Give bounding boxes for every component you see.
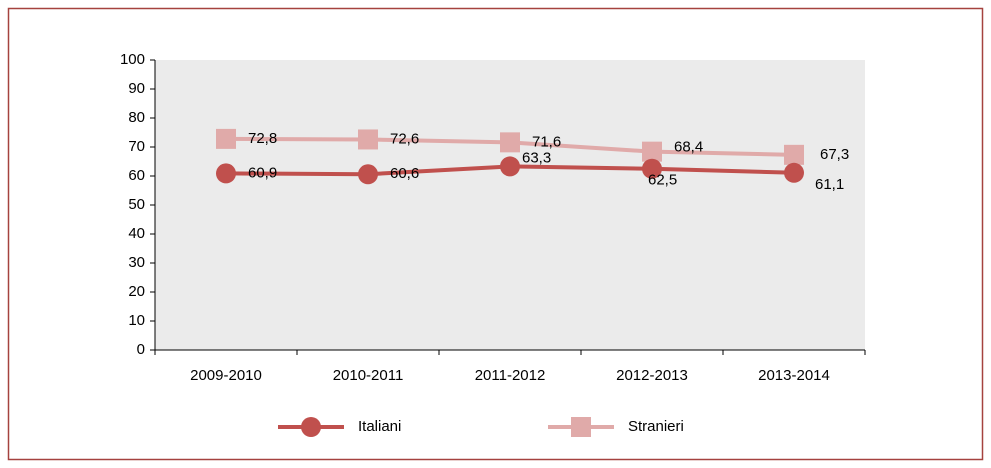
x-tick-label: 2009-2010 — [190, 367, 262, 384]
data-label: 60,6 — [390, 165, 419, 182]
y-tick-label: 20 — [128, 283, 145, 300]
data-label: 72,8 — [248, 130, 277, 147]
y-tick-label: 0 — [137, 341, 145, 358]
y-tick-label: 50 — [128, 196, 145, 213]
point — [216, 163, 236, 184]
data-label: 61,1 — [815, 176, 844, 193]
point — [642, 158, 662, 179]
y-tick-label: 80 — [128, 109, 145, 126]
y-tick-label: 100 — [120, 51, 145, 68]
y-tick-label: 70 — [128, 138, 145, 155]
data-label: 63,3 — [522, 149, 551, 166]
x-tick-label: 2013-2014 — [758, 367, 830, 384]
legend-label: Stranieri — [628, 418, 684, 435]
data-label: 68,4 — [674, 139, 703, 156]
y-tick-label: 40 — [128, 225, 145, 242]
data-label: 67,3 — [820, 146, 849, 163]
point — [500, 156, 520, 177]
point — [216, 128, 236, 149]
x-tick-label: 2012-2013 — [616, 367, 688, 384]
data-label: 60,9 — [248, 164, 277, 181]
legend-marker — [571, 417, 591, 437]
data-label: 62,5 — [648, 172, 677, 189]
plot-area — [155, 60, 865, 350]
y-tick-label: 10 — [128, 312, 145, 329]
point — [500, 132, 520, 153]
legend-label: Italiani — [358, 418, 401, 435]
y-tick-label: 30 — [128, 254, 145, 271]
point — [642, 141, 662, 162]
point — [358, 129, 378, 150]
point — [784, 162, 804, 183]
data-label: 72,6 — [390, 130, 419, 147]
point — [358, 164, 378, 185]
data-label: 71,6 — [532, 133, 561, 150]
y-tick-label: 60 — [128, 167, 145, 184]
y-tick-label: 90 — [128, 80, 145, 97]
legend-marker — [301, 417, 321, 437]
x-tick-label: 2011-2012 — [475, 367, 546, 384]
point — [784, 144, 804, 165]
x-tick-label: 2010-2011 — [333, 367, 404, 384]
